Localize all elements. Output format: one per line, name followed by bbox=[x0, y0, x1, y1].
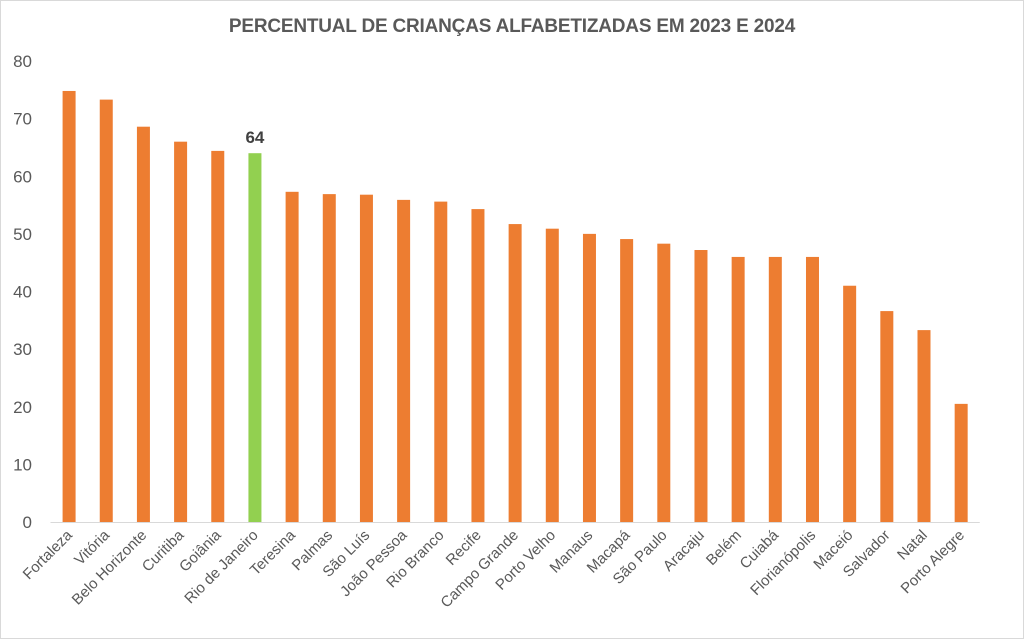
bar-macapa bbox=[620, 239, 634, 522]
data-label: 64 bbox=[245, 128, 264, 147]
bar-maceio bbox=[843, 285, 857, 522]
bar-florianopolis bbox=[805, 256, 819, 522]
y-tick-label: 50 bbox=[13, 225, 32, 244]
y-tick-label: 30 bbox=[13, 340, 32, 359]
bar-salvador bbox=[880, 311, 894, 522]
x-tick-label: Aracaju bbox=[660, 527, 708, 575]
bar-rio-branco bbox=[434, 201, 448, 523]
bar-campo-grande bbox=[508, 224, 522, 523]
x-tick-label: Fortaleza bbox=[20, 526, 77, 583]
bar-cuiaba bbox=[768, 256, 782, 522]
bar-rio-de-janeiro bbox=[248, 153, 262, 522]
bar-sao-luis bbox=[359, 194, 373, 522]
y-tick-label: 10 bbox=[13, 455, 32, 474]
bar-sao-paulo bbox=[657, 243, 671, 522]
y-tick-label: 70 bbox=[13, 110, 32, 129]
bar-belem bbox=[731, 256, 745, 522]
y-tick-label: 0 bbox=[23, 513, 32, 532]
bar-joao-pessoa bbox=[397, 199, 411, 522]
bar-curitiba bbox=[174, 141, 188, 523]
bar-natal bbox=[917, 330, 931, 522]
y-tick-label: 60 bbox=[13, 167, 32, 186]
bar-goiania bbox=[211, 150, 225, 522]
bar-belo-horizonte bbox=[136, 126, 150, 522]
bar-vitoria bbox=[99, 99, 113, 522]
y-tick-label: 20 bbox=[13, 398, 32, 417]
bar-aracaju bbox=[694, 250, 708, 522]
bar-porto-velho bbox=[545, 228, 559, 522]
bar-recife bbox=[471, 209, 485, 522]
y-tick-label: 40 bbox=[13, 283, 32, 302]
bar-fortaleza bbox=[62, 90, 76, 522]
bar-manaus bbox=[582, 233, 596, 522]
y-tick-label: 80 bbox=[13, 52, 32, 71]
bar-palmas bbox=[322, 194, 336, 522]
bar-porto-alegre bbox=[954, 403, 968, 522]
chart-title: PERCENTUAL DE CRIANÇAS ALFABETIZADAS EM … bbox=[228, 16, 796, 37]
bar-teresina bbox=[285, 191, 299, 522]
